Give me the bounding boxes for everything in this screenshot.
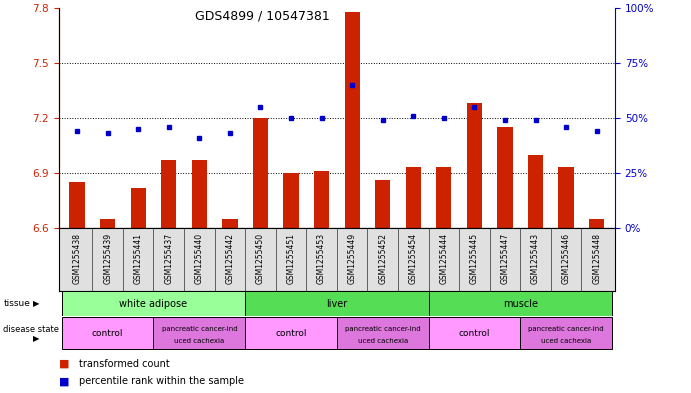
Text: GSM1255452: GSM1255452 [378, 233, 387, 284]
Text: ■: ■ [59, 376, 69, 386]
Text: ▶: ▶ [33, 334, 39, 343]
Text: ■: ■ [59, 358, 69, 369]
Bar [245, 291, 428, 316]
Text: GSM1255454: GSM1255454 [409, 233, 418, 284]
Bar [375, 180, 390, 228]
Text: liver: liver [326, 299, 348, 309]
Bar [498, 127, 513, 228]
Bar [428, 317, 520, 349]
Text: tissue: tissue [3, 299, 30, 308]
Bar [436, 167, 451, 228]
Text: GSM1255441: GSM1255441 [133, 233, 143, 284]
Text: GSM1255440: GSM1255440 [195, 233, 204, 284]
Text: uced cachexia: uced cachexia [357, 338, 408, 344]
Bar [589, 219, 605, 228]
Bar [61, 291, 245, 316]
Text: GSM1255442: GSM1255442 [225, 233, 234, 284]
Bar [520, 317, 612, 349]
Bar [245, 317, 337, 349]
Text: GSM1255438: GSM1255438 [73, 233, 82, 284]
Text: control: control [275, 329, 307, 338]
Text: GSM1255443: GSM1255443 [531, 233, 540, 284]
Text: GSM1255450: GSM1255450 [256, 233, 265, 284]
Text: disease state: disease state [3, 325, 59, 334]
Bar [100, 219, 115, 228]
Bar [428, 291, 612, 316]
Bar [283, 173, 299, 228]
Text: GSM1255451: GSM1255451 [287, 233, 296, 284]
Text: pancreatic cancer-ind: pancreatic cancer-ind [162, 326, 237, 332]
Text: control: control [459, 329, 490, 338]
Text: GSM1255439: GSM1255439 [103, 233, 112, 284]
Bar [337, 317, 428, 349]
Bar [61, 317, 153, 349]
Text: pancreatic cancer-ind: pancreatic cancer-ind [345, 326, 421, 332]
Bar [314, 171, 329, 228]
Text: pancreatic cancer-ind: pancreatic cancer-ind [529, 326, 604, 332]
Bar [406, 167, 421, 228]
Bar [466, 103, 482, 228]
Text: uced cachexia: uced cachexia [174, 338, 225, 344]
Text: GSM1255449: GSM1255449 [348, 233, 357, 284]
Text: uced cachexia: uced cachexia [541, 338, 591, 344]
Bar [223, 219, 238, 228]
Bar [345, 11, 360, 228]
Text: GSM1255437: GSM1255437 [164, 233, 173, 284]
Text: ▶: ▶ [33, 299, 39, 308]
Bar [131, 187, 146, 228]
Text: GDS4899 / 10547381: GDS4899 / 10547381 [195, 10, 330, 23]
Bar [153, 317, 245, 349]
Bar [558, 167, 574, 228]
Bar [69, 182, 85, 228]
Text: GSM1255446: GSM1255446 [562, 233, 571, 284]
Bar [191, 160, 207, 228]
Text: percentile rank within the sample: percentile rank within the sample [79, 376, 245, 386]
Text: GSM1255447: GSM1255447 [500, 233, 509, 284]
Text: GSM1255453: GSM1255453 [317, 233, 326, 284]
Text: control: control [92, 329, 124, 338]
Text: white adipose: white adipose [120, 299, 187, 309]
Text: GSM1255445: GSM1255445 [470, 233, 479, 284]
Text: GSM1255444: GSM1255444 [439, 233, 448, 284]
Text: GSM1255448: GSM1255448 [592, 233, 601, 284]
Bar [253, 118, 268, 228]
Bar [161, 160, 176, 228]
Text: transformed count: transformed count [79, 358, 170, 369]
Bar [528, 154, 543, 228]
Text: muscle: muscle [503, 299, 538, 309]
